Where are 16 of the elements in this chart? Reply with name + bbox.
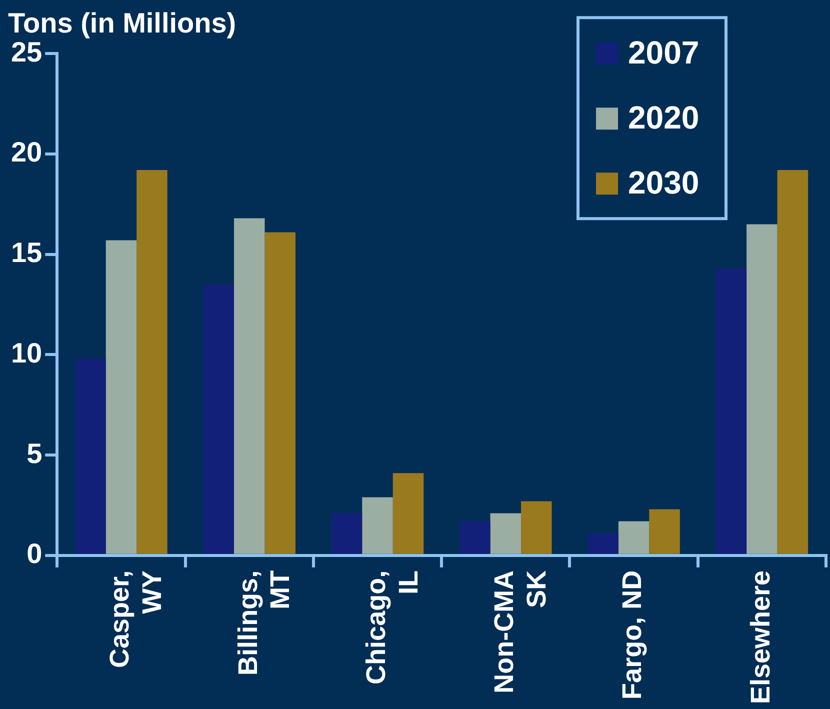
- y-tick-label: 15: [10, 237, 42, 268]
- y-tick-label: 10: [10, 337, 42, 368]
- y-tick-label: 5: [26, 438, 42, 469]
- legend-label: 2007: [628, 34, 700, 70]
- y-tick-label: 0: [26, 538, 42, 570]
- x-tick-label: Fargo, ND: [617, 570, 648, 700]
- y-axis-title: Tons (in Millions): [8, 8, 236, 39]
- legend-label: 2020: [628, 99, 700, 136]
- x-tick-label: Elsewhere: [745, 570, 776, 704]
- x-tick-label: Casper, WY: [104, 570, 168, 668]
- y-tick-label: 20: [10, 136, 42, 168]
- y-tick-label: 25: [10, 36, 42, 68]
- x-tick-label: Billings, MT: [232, 570, 296, 676]
- legend-label: 2030: [628, 164, 700, 200]
- x-tick-label: Non-CMA SK: [489, 570, 552, 694]
- x-tick-label: Chicago, IL: [360, 570, 424, 684]
